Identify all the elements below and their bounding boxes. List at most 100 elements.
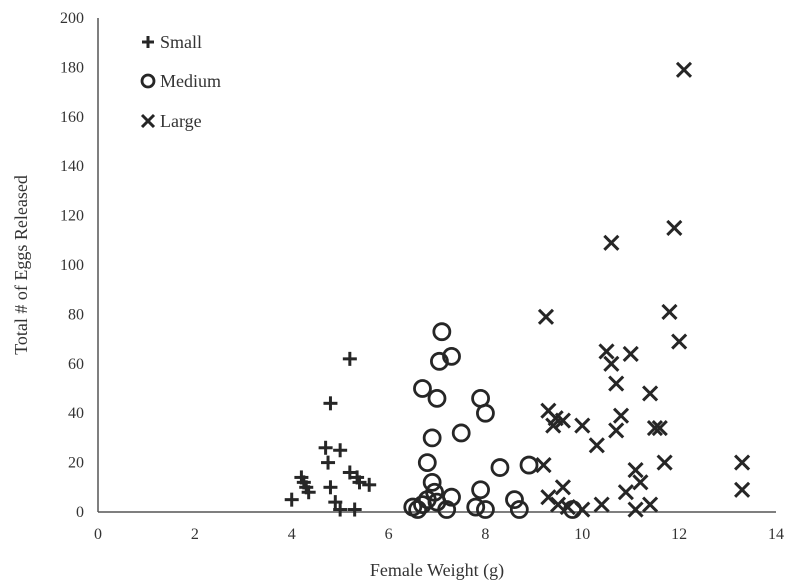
axes <box>97 18 776 513</box>
x-tick-label: 4 <box>288 526 296 543</box>
y-tick-label: 0 <box>76 504 84 521</box>
y-tick-label: 80 <box>68 306 84 323</box>
large-point <box>627 461 644 479</box>
small-point <box>323 396 338 411</box>
legend-marker-medium <box>140 73 156 89</box>
medium-point <box>422 472 442 492</box>
series-medium <box>403 322 582 519</box>
medium-point <box>430 351 449 371</box>
large-point <box>598 343 615 360</box>
large-point <box>666 219 683 237</box>
small-point <box>323 480 338 495</box>
y-tick-label: 40 <box>68 405 84 422</box>
large-point <box>559 498 576 516</box>
medium-point <box>451 423 471 443</box>
legend-item-small: Small <box>142 32 202 52</box>
large-point <box>671 333 688 350</box>
medium-point <box>442 346 461 366</box>
medium-point <box>505 490 524 510</box>
y-tick-label: 20 <box>68 455 84 472</box>
series-large <box>535 61 751 518</box>
large-point <box>554 479 571 496</box>
y-axis-title: Total # of Eggs Released <box>11 175 31 355</box>
medium-point <box>422 428 442 448</box>
medium-point <box>427 388 447 408</box>
x-axis-title: Female Weight (g) <box>370 560 504 581</box>
small-point <box>342 351 357 366</box>
small-point <box>333 443 348 458</box>
medium-point <box>476 403 495 423</box>
x-tick-label: 8 <box>481 526 489 543</box>
large-point <box>661 303 678 320</box>
legend-label: Large <box>160 111 202 131</box>
large-point <box>734 454 751 471</box>
large-point <box>651 419 668 437</box>
large-point <box>540 489 557 506</box>
x-tick-label: 0 <box>94 526 102 543</box>
medium-point <box>432 322 452 342</box>
medium-point <box>425 482 444 502</box>
legend-marker-large <box>140 113 156 129</box>
small-point <box>328 495 343 510</box>
medium-point <box>519 455 539 475</box>
large-point <box>588 437 605 454</box>
small-point <box>321 455 336 470</box>
large-point <box>593 496 610 513</box>
medium-point <box>408 500 428 519</box>
y-tick-label: 120 <box>60 208 84 225</box>
legend-marker-small <box>142 36 154 48</box>
large-point <box>675 61 693 78</box>
x-tick-label: 2 <box>191 526 199 543</box>
large-point <box>656 454 673 471</box>
large-point <box>574 417 591 434</box>
medium-point <box>437 500 457 519</box>
legend-item-large: Large <box>140 111 202 131</box>
small-point <box>362 477 377 492</box>
large-point <box>646 419 663 437</box>
large-point <box>608 422 625 439</box>
x-tick-label: 14 <box>768 526 784 543</box>
large-point <box>617 484 634 501</box>
legend-label: Small <box>160 32 202 52</box>
medium-point <box>417 453 437 473</box>
y-tick-label: 100 <box>60 257 84 274</box>
small-point <box>284 492 299 507</box>
y-tick-label: 180 <box>60 59 84 76</box>
medium-point <box>490 458 510 477</box>
y-tick-label: 160 <box>60 109 84 126</box>
large-point <box>535 457 552 474</box>
large-point <box>603 355 620 372</box>
small-point <box>342 465 357 480</box>
large-point <box>574 501 591 518</box>
small-point <box>352 475 367 490</box>
legend-label: Medium <box>160 71 221 91</box>
large-point <box>632 474 649 491</box>
small-point <box>301 485 316 500</box>
small-point <box>347 502 362 517</box>
medium-point <box>413 379 432 398</box>
small-point <box>318 440 333 455</box>
large-point <box>642 385 659 402</box>
large-point <box>734 481 751 498</box>
medium-point <box>466 497 486 517</box>
legend: Small Medium Large <box>140 32 221 131</box>
large-point <box>550 496 567 513</box>
x-tick-label: 10 <box>574 526 590 543</box>
medium-point <box>471 480 490 500</box>
large-point <box>537 308 555 325</box>
large-point <box>554 412 571 429</box>
medium-point <box>509 500 529 519</box>
series-small <box>284 351 377 517</box>
large-point <box>622 345 639 362</box>
medium-point <box>476 500 495 519</box>
x-tick-label: 6 <box>385 526 393 543</box>
large-point <box>642 496 659 513</box>
x-tick-label: 12 <box>671 526 687 543</box>
large-point <box>603 234 620 251</box>
medium-point <box>442 487 461 507</box>
legend-item-medium: Medium <box>140 71 221 91</box>
small-point <box>333 502 348 517</box>
large-point <box>627 501 644 518</box>
large-point <box>608 375 625 392</box>
